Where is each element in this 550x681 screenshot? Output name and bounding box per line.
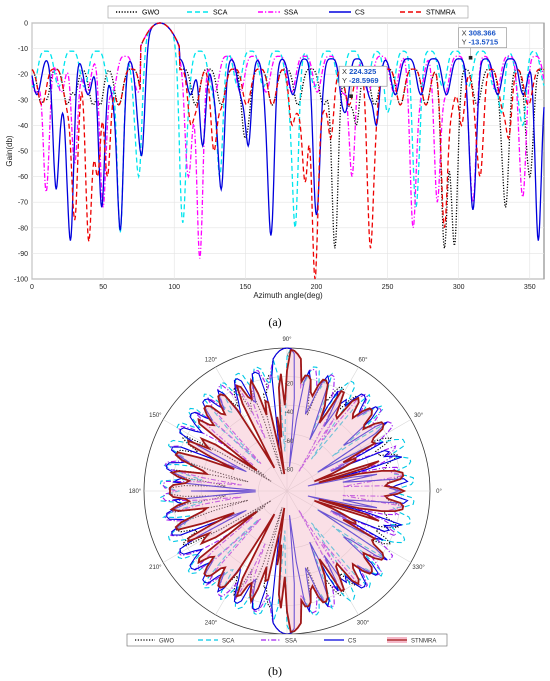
x-tick-label: 250 <box>382 284 394 291</box>
polar-series <box>159 347 415 635</box>
ticks-a: 0 50 100 150 200 250 300 350 0 -10 -20 -30 -40 -50 -60… <box>14 21 536 292</box>
polar-radial-label: -60 <box>285 439 294 445</box>
y-tick-label: 0 <box>24 21 28 28</box>
x-axis-label-a: Azimuth angle(deg) <box>253 291 323 300</box>
legend-b-label-ssa: SSA <box>285 639 297 645</box>
x-tick-label: 300 <box>453 284 465 291</box>
y-tick-label: -60 <box>18 174 28 181</box>
legend-b: GWO SCA SSA CS STNMRA <box>126 633 448 647</box>
x-tick-label: 50 <box>99 284 107 291</box>
datatip-y-value: -28.5969 <box>349 76 379 85</box>
datatip-box <box>458 27 507 49</box>
polar-radial-label: 0 <box>287 353 291 359</box>
polar-grid-spoke <box>286 367 359 492</box>
legend-a-label-sca: SCA <box>213 10 228 17</box>
caption-b: (b) <box>268 664 282 678</box>
polar-series-stnmra <box>168 349 407 633</box>
x-tick-label: 0 <box>30 284 34 291</box>
polar-radial-label: -40 <box>285 410 294 416</box>
legend-a-box <box>107 5 469 19</box>
y-tick-label: -40 <box>18 123 28 130</box>
series-line-a-ssa <box>31 22 545 259</box>
series-a <box>31 22 545 280</box>
polar-angle-label: 150° <box>149 413 162 419</box>
polar-angle-label: 240° <box>205 621 218 627</box>
polar-grid-spoke <box>286 490 411 563</box>
polar-angle-label: 120° <box>205 357 218 363</box>
x-tick-label: 200 <box>311 284 323 291</box>
legend-b-box <box>126 633 448 647</box>
y-tick-label: -100 <box>14 277 28 284</box>
legend-b-label-stnmra: STNMRA <box>411 639 436 645</box>
legend-a: GWO SCA SSA CS STNMRA <box>107 5 469 19</box>
legend-a-label-cs: CS <box>355 10 365 17</box>
datatip-x-value: 224.325 <box>349 67 376 76</box>
y-tick-label: -70 <box>18 200 28 207</box>
polar-angle-label: 30° <box>414 413 424 419</box>
polar-grid <box>143 347 431 635</box>
datatip-x-label: X 308.366 <box>462 29 496 38</box>
legend-a-label-gwo: GWO <box>142 10 160 17</box>
legend-b-label-gwo: GWO <box>159 639 174 645</box>
polar-grid-spoke <box>163 490 288 563</box>
polar-angle-label: 90° <box>282 337 292 343</box>
polar-grid-spoke <box>286 419 411 492</box>
grid-a <box>31 22 544 280</box>
polar-labels: 0°30°60°90°120°150°180°210°240°270°300°3… <box>129 337 443 647</box>
polar-radial-label: -20 <box>285 382 294 388</box>
polar-grid-spoke <box>215 490 288 615</box>
polar-angle-label: 60° <box>358 357 368 363</box>
polar-series-ssa <box>162 347 405 635</box>
x-tick-label: 100 <box>168 284 180 291</box>
y-axis-label-a: Gain(db) <box>5 135 14 166</box>
polar-angle-label: 210° <box>149 565 162 571</box>
y-tick-label: -10 <box>18 46 28 53</box>
polar-angle-label: 300° <box>357 621 370 627</box>
polar-series-sca <box>159 348 415 634</box>
datatip-y-label: Y -28.5969 <box>342 76 379 85</box>
datatip-x-label: X 224.325 <box>342 67 376 76</box>
polar-series-cs <box>166 347 409 635</box>
panel-b-polar-chart: 0°30°60°90°120°150°180°210°240°270°300°3… <box>126 337 448 647</box>
y-tick-label: -80 <box>18 225 28 232</box>
x-tick-label: 150 <box>239 284 251 291</box>
legend-a-label-stnmra: STNMRA <box>426 10 456 17</box>
polar-grid-spoke <box>286 490 359 615</box>
datatip-marker <box>349 94 353 99</box>
polar-angle-label: 180° <box>129 489 142 495</box>
series-line-a-cs <box>31 22 545 241</box>
legend-b-label-sca: SCA <box>222 639 234 645</box>
series-line-a-stnmra <box>31 22 545 280</box>
y-tick-label: -50 <box>18 149 28 156</box>
legend-b-label-cs: CS <box>348 639 356 645</box>
datatip-y-value: -13.5715 <box>469 38 499 47</box>
y-tick-label: -20 <box>18 72 28 79</box>
legend-a-label-ssa: SSA <box>284 10 298 17</box>
datatip-y-label: Y -13.5715 <box>462 38 499 47</box>
datatip-x-value: 308.366 <box>469 29 496 38</box>
panel-a-line-chart: 0 50 100 150 200 250 300 350 0 -10 -20 -30 -40 -50 -60… <box>5 5 545 300</box>
x-tick-label: 350 <box>524 284 536 291</box>
datatip-marker <box>468 55 473 60</box>
polar-radial-label: -80 <box>285 467 294 473</box>
polar-angle-label: 0° <box>436 489 442 495</box>
caption-a: (a) <box>268 315 281 329</box>
datatip-box <box>338 65 388 87</box>
polar-angle-label: 330° <box>412 565 425 571</box>
polar-grid-spoke <box>215 367 288 492</box>
y-tick-label: -30 <box>18 97 28 104</box>
y-tick-label: -90 <box>18 251 28 258</box>
